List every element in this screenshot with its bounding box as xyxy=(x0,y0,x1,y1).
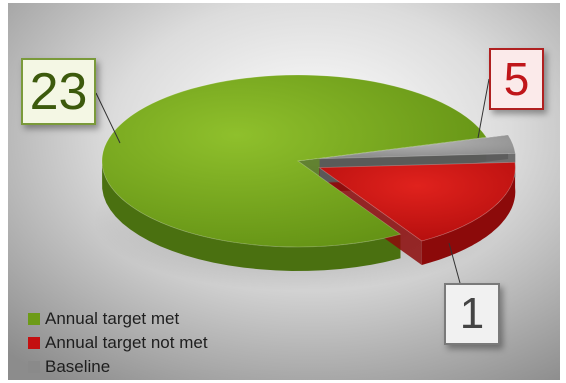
leader-line-annual-target-not-met xyxy=(477,78,490,139)
legend-label: Baseline xyxy=(45,357,111,376)
pie-side-annual-target-not-met xyxy=(421,163,516,265)
leader-lines xyxy=(95,78,490,284)
data-label-baseline: 1 xyxy=(444,283,500,345)
pie-side-annual-target-met xyxy=(102,157,401,271)
legend-swatch-gray xyxy=(28,361,40,373)
pie-slice-annual-target-not-met xyxy=(318,161,516,242)
leader-line-annual-target-met xyxy=(95,92,121,144)
legend-label: Annual target not met xyxy=(45,333,208,352)
legend-swatch-green xyxy=(28,313,40,325)
legend-item-annual-target-not-met: Annual target not met xyxy=(28,331,208,355)
pie-slice-annual-target-met xyxy=(101,74,488,248)
pie-top-faces xyxy=(101,74,516,248)
legend-swatch-red xyxy=(28,337,40,349)
pie-slice-baseline xyxy=(319,134,516,160)
legend: Annual target met Annual target not met … xyxy=(28,307,208,379)
data-label-annual-target-not-met: 5 xyxy=(489,48,544,110)
pie-chart xyxy=(8,3,560,380)
legend-item-baseline: Baseline xyxy=(28,355,208,379)
chart-frame: 23 5 1 Annual target met Annual target n… xyxy=(8,3,560,380)
legend-item-annual-target-met: Annual target met xyxy=(28,307,208,331)
data-label-annual-target-met: 23 xyxy=(21,58,96,125)
leader-line-baseline xyxy=(448,242,461,284)
legend-label: Annual target met xyxy=(45,309,180,328)
